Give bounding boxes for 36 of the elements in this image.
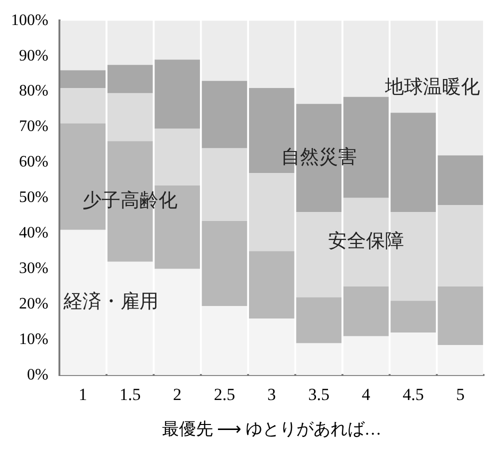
y-tick-label: 100% [11, 12, 48, 29]
y-tick-label: 50% [19, 189, 48, 206]
bar [438, 155, 484, 205]
x-tick-label: 1.5 [119, 384, 141, 404]
series-label: 地球温暖化 [384, 76, 480, 98]
y-tick-label: 60% [19, 154, 48, 171]
x-tick-label: 3.5 [308, 384, 330, 404]
x-tick-label: 4 [362, 384, 371, 404]
x-tick-label: 3 [267, 384, 276, 404]
bar [202, 20, 248, 81]
y-tick-label: 30% [19, 260, 48, 278]
x-axis-title: 最優先 ⟶ ゆとりがあれば… [162, 419, 382, 438]
y-tick-label: 0% [27, 366, 48, 384]
bar [202, 148, 248, 221]
series-label: 少子高齢化 [82, 189, 178, 212]
bar [390, 112, 436, 212]
bar [60, 70, 106, 88]
bar [60, 20, 106, 70]
x-tick-label: 5 [456, 384, 465, 404]
x-tick-label: 2 [173, 384, 182, 404]
y-tick-label: 10% [19, 330, 48, 348]
y-tick-label: 90% [19, 47, 48, 64]
series-label: 安全保障 [328, 230, 404, 252]
y-tick-label: 20% [19, 295, 48, 312]
y-tick-label: 40% [19, 224, 48, 242]
bar [438, 345, 484, 376]
bar [60, 88, 106, 124]
bar [202, 80, 248, 148]
y-tick-label: 70% [19, 118, 48, 136]
y-tick-label: 80% [19, 82, 48, 100]
x-tick-label: 1 [78, 384, 88, 404]
x-tick-label: 2.5 [214, 384, 236, 404]
bar [438, 204, 484, 287]
x-tick-label: 4.5 [402, 384, 424, 404]
series-label: 経済・雇用 [62, 290, 158, 312]
bar [438, 286, 484, 346]
